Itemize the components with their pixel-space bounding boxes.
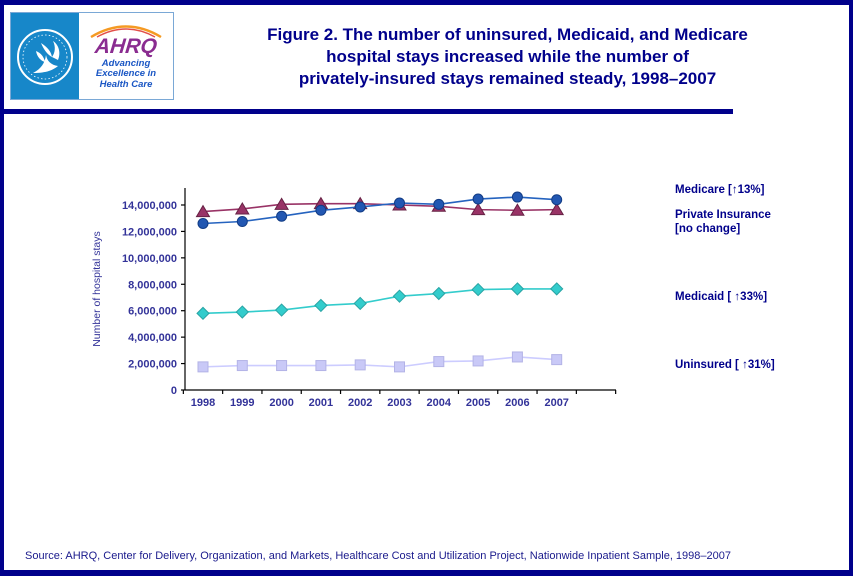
y-tick-label: 14,000,000 [122, 200, 177, 212]
marker-uninsured [236, 360, 248, 372]
marker-medicare [394, 197, 405, 209]
annotation-private-line1: Private Insurance [675, 209, 771, 221]
marker-uninsured [354, 359, 366, 371]
marker-private-insurance [549, 202, 565, 216]
hhs-seal-icon [11, 13, 79, 99]
x-tick-label: 2001 [309, 397, 333, 409]
annotation-medicaid: Medicaid [ ↑33%] [675, 291, 768, 303]
series-line-medicare [202, 196, 557, 225]
marker-uninsured [197, 361, 209, 373]
marker-uninsured [551, 354, 563, 366]
figure-title: Figure 2. The number of uninsured, Medic… [185, 24, 830, 90]
marker-medicare [315, 204, 327, 216]
ahrq-logo: AHRQ Advancing Excellence in Health Care [79, 13, 173, 99]
marker-medicare [551, 194, 563, 206]
y-tick-label: 0 [171, 385, 177, 397]
figure-title-line3: privately-insured stays remained steady,… [298, 69, 717, 88]
x-tick-label: 2005 [466, 397, 490, 409]
marker-medicaid [432, 286, 446, 301]
x-tick-label: 2007 [544, 397, 568, 409]
x-tick-label: 2003 [387, 397, 411, 409]
y-tick-label: 10,000,000 [122, 253, 177, 265]
x-tick-label: 2002 [348, 397, 372, 409]
marker-medicaid [392, 289, 407, 303]
annotation-private-insurance: Private Insurance [no change] [675, 208, 771, 236]
x-tick-label: 1999 [230, 397, 254, 409]
marker-uninsured [315, 360, 327, 372]
marker-medicaid [510, 282, 525, 296]
marker-uninsured [276, 360, 288, 372]
ahrq-tagline: Advancing Excellence in Health Care [95, 57, 157, 90]
x-tick-label: 2006 [505, 397, 529, 409]
series-line-uninsured [202, 356, 557, 368]
x-tick-label: 2004 [427, 397, 452, 409]
marker-private-insurance [234, 201, 250, 215]
figure-title-line2: hospital stays increased while the numbe… [326, 47, 689, 66]
marker-medicare [276, 210, 288, 222]
marker-medicaid [471, 282, 485, 297]
marker-medicaid [353, 296, 367, 311]
marker-medicaid [235, 305, 250, 319]
marker-uninsured [394, 361, 405, 373]
y-tick-label: 6,000,000 [128, 306, 177, 318]
marker-private-insurance [195, 204, 211, 218]
marker-private-insurance [510, 203, 525, 216]
marker-medicare [354, 201, 366, 213]
marker-medicare [236, 216, 248, 228]
marker-uninsured [433, 356, 445, 368]
marker-medicare [472, 193, 484, 205]
figure-title-line1: Figure 2. The number of uninsured, Medic… [267, 25, 748, 44]
marker-medicaid [274, 303, 289, 317]
y-axis-title: Number of hospital stays [91, 231, 103, 347]
header-divider [0, 109, 733, 114]
y-tick-label: 4,000,000 [128, 332, 177, 344]
x-tick-label: 2000 [269, 397, 293, 409]
y-tick-label: 2,000,000 [128, 359, 177, 371]
marker-medicare [511, 191, 523, 203]
annotation-uninsured: Uninsured [ ↑31%] [675, 359, 775, 371]
marker-medicare [433, 198, 445, 210]
y-tick-label: 8,000,000 [128, 279, 177, 291]
marker-private-insurance [470, 202, 486, 216]
x-tick-label: 1998 [191, 397, 215, 409]
series-line-medicaid [202, 288, 557, 315]
marker-uninsured [472, 355, 484, 367]
marker-medicaid [314, 298, 328, 313]
source-citation: Source: AHRQ, Center for Delivery, Organ… [25, 550, 731, 562]
annotation-medicare: Medicare [↑13%] [675, 184, 765, 196]
y-tick-label: 12,000,000 [122, 226, 177, 238]
ahrq-arc-icon [90, 25, 162, 38]
marker-medicaid [196, 306, 210, 321]
marker-private-insurance [274, 197, 289, 210]
marker-medicaid [549, 282, 564, 296]
marker-uninsured [511, 351, 523, 363]
agency-logo: AHRQ Advancing Excellence in Health Care [10, 12, 174, 100]
annotation-private-line2: [no change] [675, 223, 741, 235]
marker-medicare [197, 217, 209, 229]
